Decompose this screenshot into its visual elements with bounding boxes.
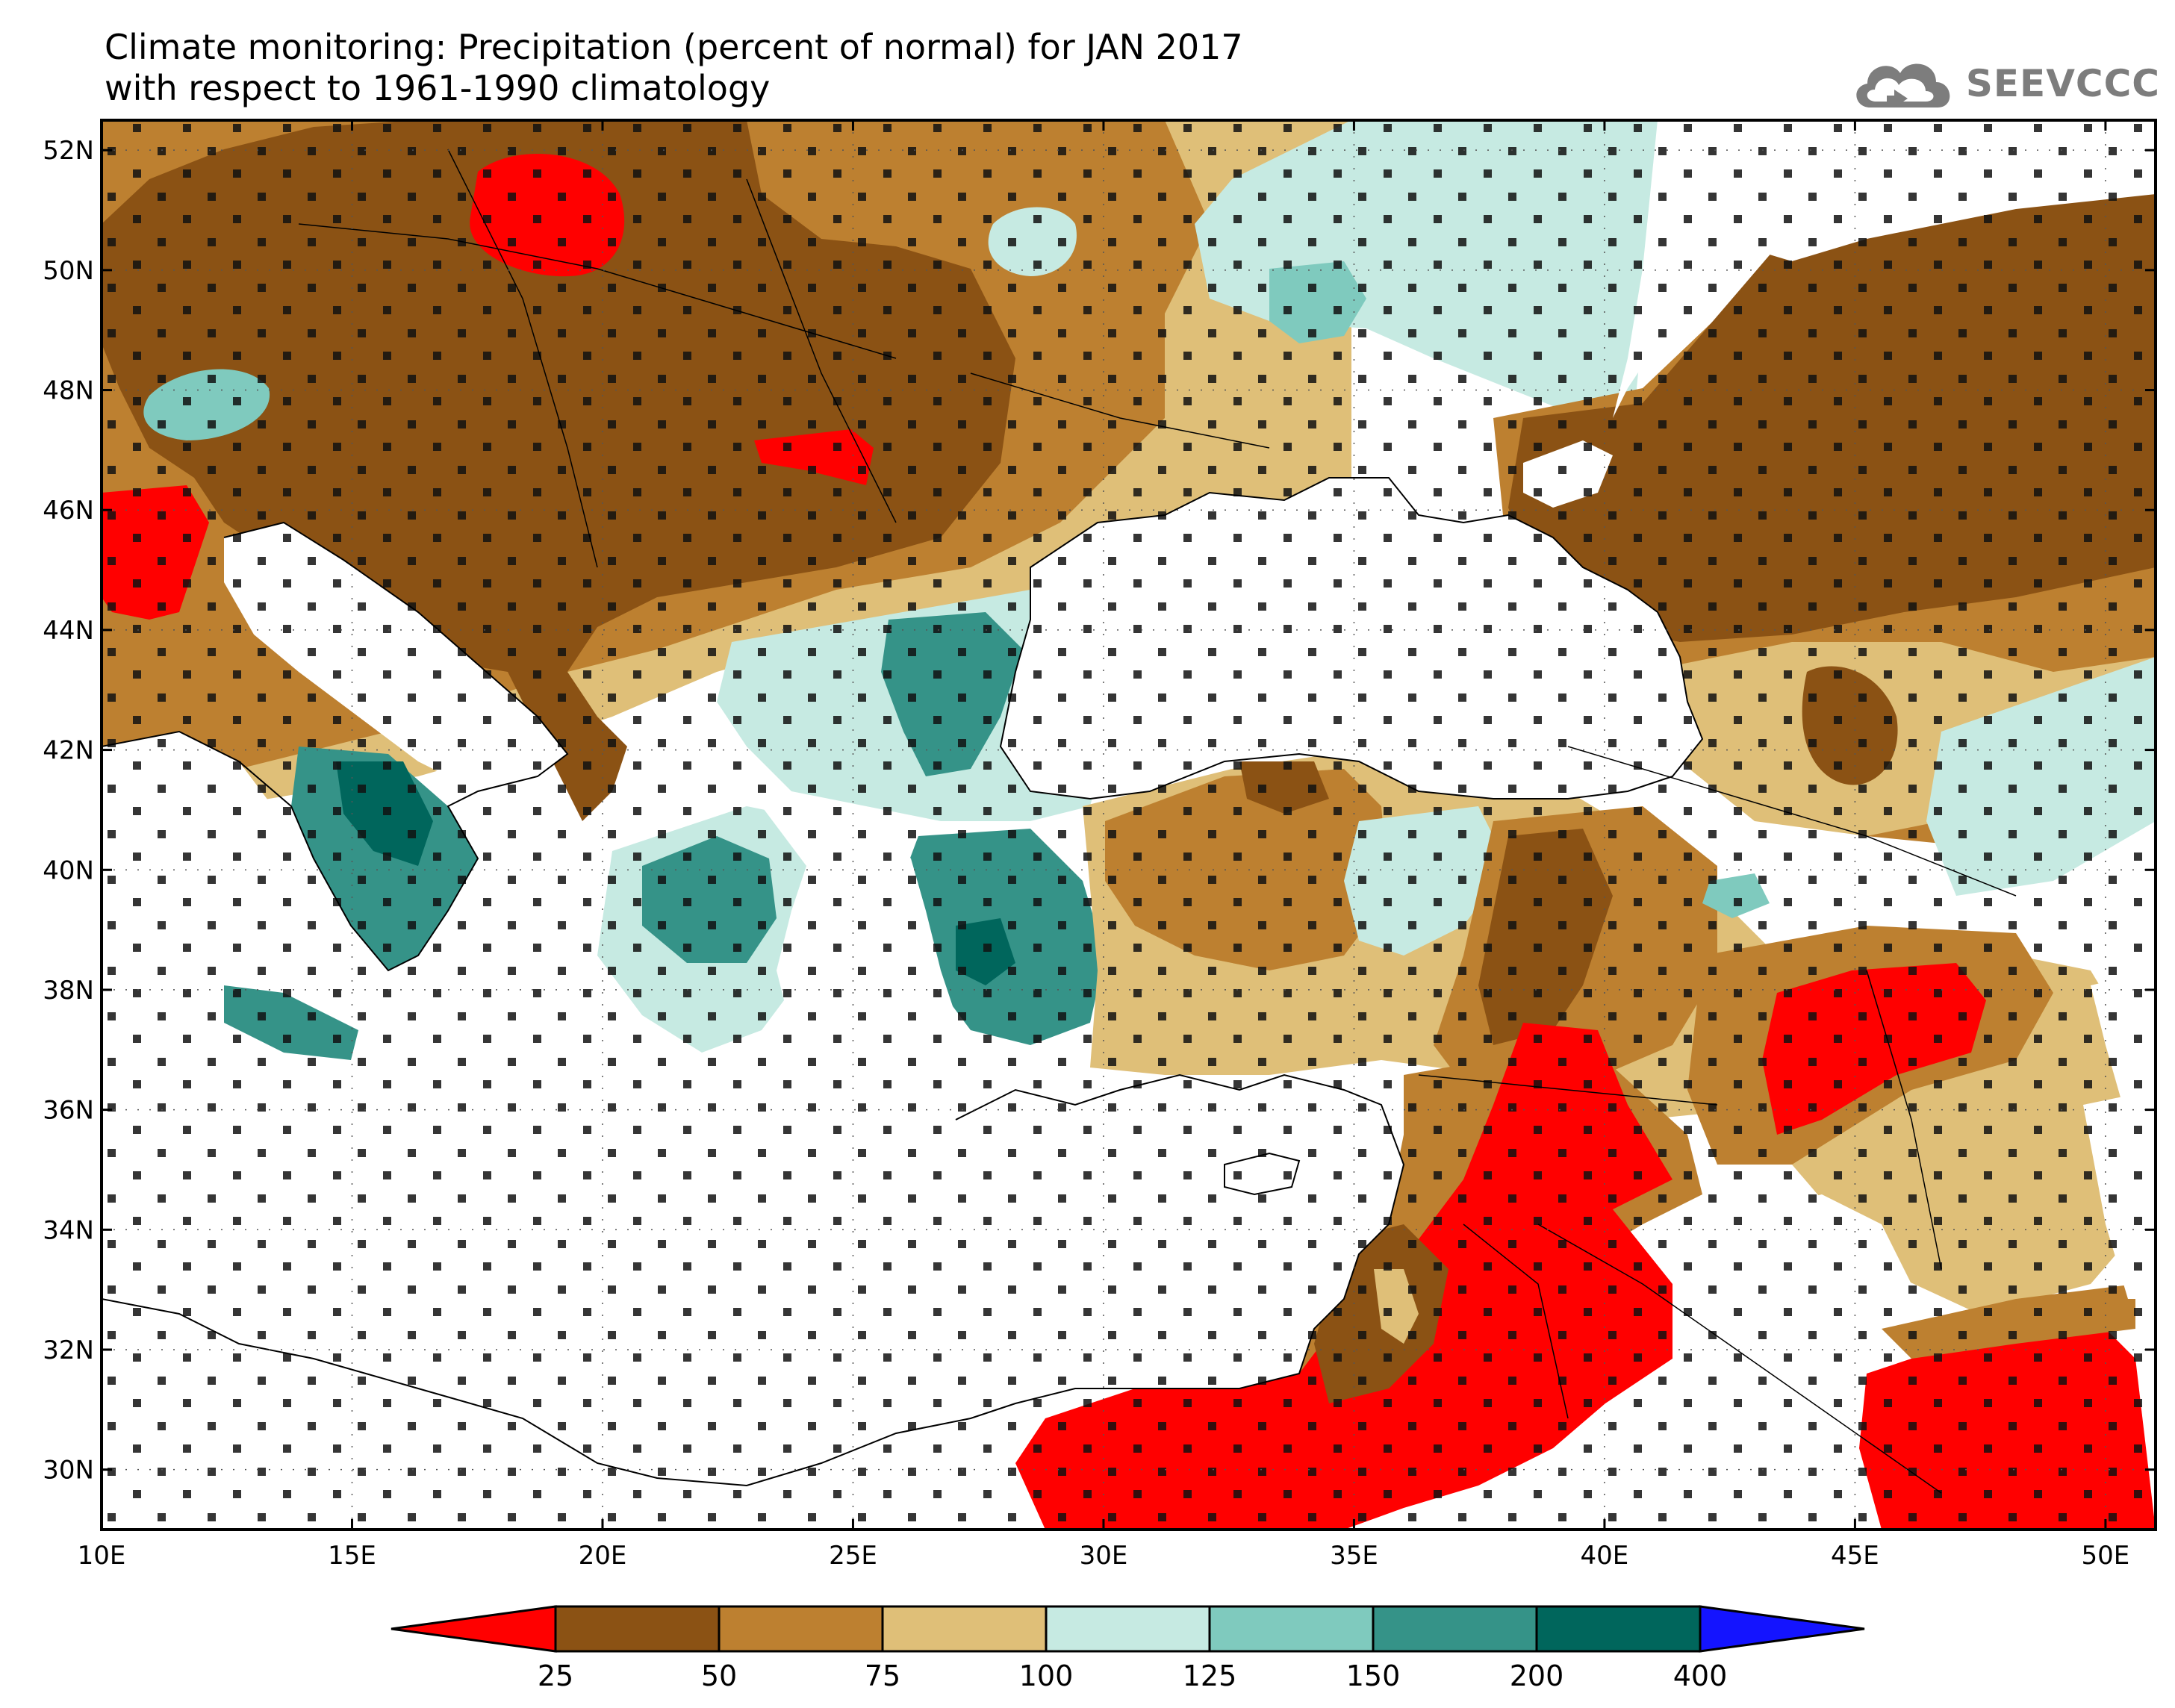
precipitation-field	[102, 120, 2156, 1530]
colorbar-label: 100	[1019, 1659, 1074, 1692]
logo-text: SEEVCCC	[1965, 62, 2160, 105]
colorbar-label: 25	[538, 1659, 573, 1692]
gridlines	[102, 120, 2156, 1530]
station-markers	[102, 120, 2156, 1530]
y-tick-label: 40N	[43, 855, 94, 885]
colorbar-swatch	[1372, 1605, 1538, 1653]
colorbar-swatch	[1208, 1605, 1375, 1653]
colorbar-swatch	[718, 1605, 884, 1653]
x-tick-label: 35E	[1330, 1541, 1378, 1571]
x-tick-label: 25E	[829, 1541, 877, 1571]
y-tick-label: 46N	[43, 496, 94, 526]
black-sea-coast	[999, 477, 1704, 800]
y-tick-label: 50N	[43, 256, 94, 286]
y-tick-label: 32N	[43, 1335, 94, 1365]
cyprus-coast	[1224, 1152, 1301, 1196]
color-legend: 25 50 75 100 125 150 200 400	[390, 1605, 1865, 1692]
borders	[102, 149, 2017, 1494]
y-tick-label: 38N	[43, 976, 94, 1006]
colorbar-high-arrow	[1699, 1605, 1865, 1653]
colorbar-label: 75	[865, 1659, 900, 1692]
x-tick-label: 15E	[328, 1541, 376, 1571]
colorbar-low-arrow	[390, 1605, 557, 1653]
y-tick-label: 30N	[43, 1456, 94, 1486]
colorbar-swatch	[881, 1605, 1048, 1653]
y-tick-label: 52N	[43, 136, 94, 166]
plot-frame	[100, 119, 2157, 1531]
x-tick-label: 20E	[579, 1541, 627, 1571]
colorbar-label: 200	[1510, 1659, 1564, 1692]
y-tick-label: 48N	[43, 376, 94, 406]
colorbar-label: 150	[1346, 1659, 1401, 1692]
x-axis: 10E 15E 20E 25E 30E 35E 40E 45E 50E	[78, 120, 2130, 1571]
x-tick-label: 10E	[78, 1541, 126, 1571]
colorbar-label: 125	[1183, 1659, 1237, 1692]
x-tick-label: 50E	[2082, 1541, 2130, 1571]
y-axis: 52N 50N 48N 46N 44N 42N 40N 38N 36N 34N 32N 30N	[43, 136, 2156, 1486]
colorbar-label: 50	[701, 1659, 737, 1692]
mediterranean-coast	[102, 1073, 1405, 1487]
colorbar-swatch	[1045, 1605, 1211, 1653]
colorbar-swatch	[554, 1605, 721, 1653]
italy-coast	[102, 521, 569, 972]
y-tick-label: 34N	[43, 1215, 94, 1245]
map-subtitle: with respect to 1961-1990 climatology	[105, 68, 771, 108]
seevccc-logo: SEEVCCC	[1848, 52, 2160, 115]
colorbar-label: 400	[1673, 1659, 1728, 1692]
x-tick-label: 40E	[1581, 1541, 1629, 1571]
cloud-icon	[1856, 63, 1950, 107]
x-tick-label: 30E	[1080, 1541, 1128, 1571]
map-title: Climate monitoring: Precipitation (perce…	[105, 27, 1243, 67]
border-lines	[298, 149, 2017, 1494]
y-tick-label: 42N	[43, 736, 94, 766]
x-tick-label: 45E	[1831, 1541, 1879, 1571]
colorbar-swatch	[1535, 1605, 1702, 1653]
y-tick-label: 44N	[43, 616, 94, 646]
y-tick-label: 36N	[43, 1096, 94, 1126]
